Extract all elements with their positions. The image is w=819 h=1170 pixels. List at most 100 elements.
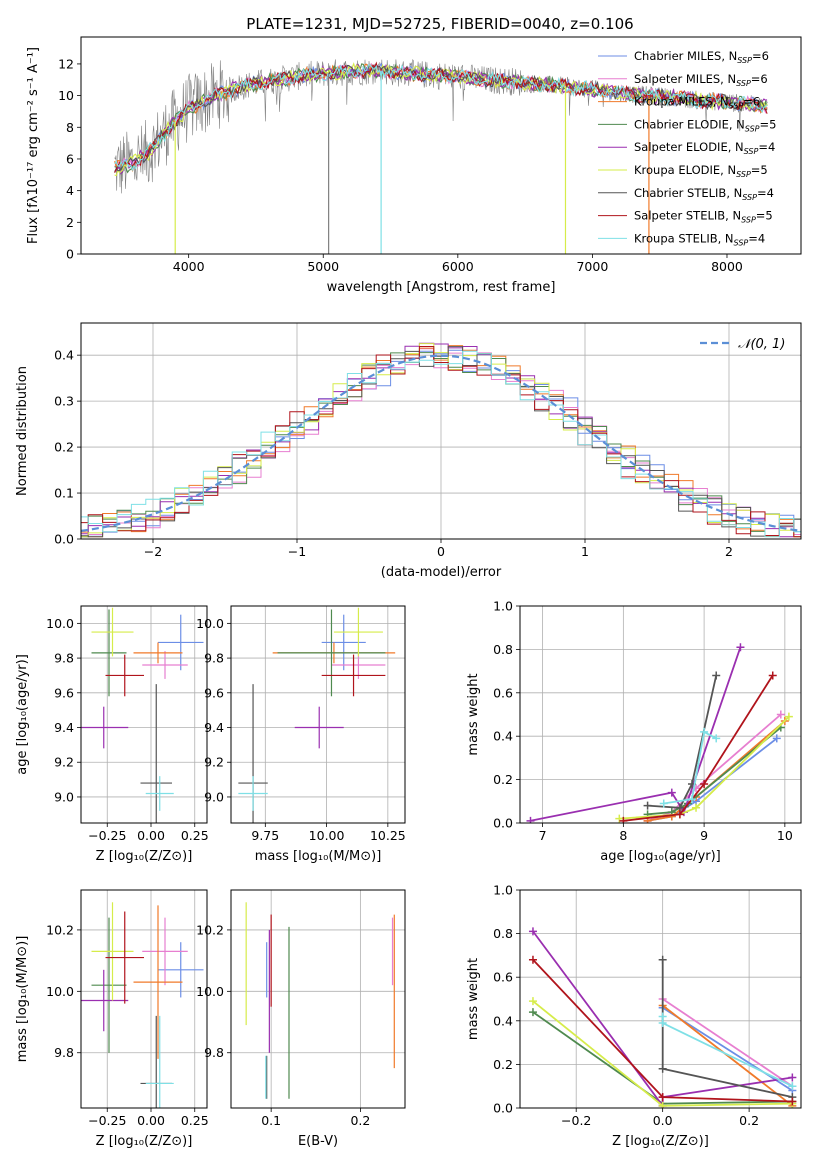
series-line	[532, 930, 793, 1108]
y-tick-label: 0.8	[493, 642, 513, 657]
plus-marker	[528, 1008, 537, 1017]
plus-marker	[528, 927, 537, 936]
plus-marker	[788, 1097, 797, 1106]
series-line	[663, 730, 717, 805]
plus-marker	[615, 814, 624, 823]
errorbar-chabrier-elodie	[277, 609, 386, 697]
errorbar-chabrier-elodie	[91, 917, 127, 1053]
series-salpeter-stelib	[528, 955, 797, 1106]
y-axis-label: age [log₁₀(age/yr)]	[15, 654, 30, 775]
plus-marker	[658, 1018, 667, 1027]
histogram-salpeter-miles	[81, 348, 801, 538]
y-tick-label: 8	[66, 120, 74, 135]
y-tick-label: 0.4	[493, 1013, 513, 1028]
x-axis-label: age [log₁₀(age/yr)]	[600, 849, 721, 864]
plus-marker	[772, 734, 781, 743]
x-tick-label: 8	[619, 828, 627, 843]
y-tick-label: 2	[66, 215, 74, 230]
age_vs_mass-plot-area	[231, 606, 405, 823]
errorbar-chabrier-stelib	[140, 684, 172, 823]
y-tick-label: 0.2	[54, 440, 74, 455]
series-line	[662, 998, 793, 1087]
x-axis-label: E(B-V)	[298, 1134, 338, 1149]
x-tick-label: 2	[725, 544, 733, 559]
plus-marker	[736, 643, 745, 652]
legend-label: Salpeter MILES, NSSP=6	[634, 72, 768, 88]
x-tick-label: 0.2	[739, 1113, 759, 1128]
normal-curve	[81, 354, 801, 532]
y-tick-label: 10.2	[196, 922, 224, 937]
x-tick-label: −2	[144, 544, 162, 559]
plus-marker	[675, 810, 684, 819]
spectrum-legend: Chabrier MILES, NSSP=6 Salpeter MILES, NS…	[598, 49, 776, 247]
plus-marker	[643, 801, 652, 810]
series-line	[619, 716, 790, 820]
x-tick-label: 0	[437, 544, 445, 559]
legend-label: Kroupa ELODIE, NSSP=5	[634, 163, 768, 179]
plus-marker	[700, 727, 709, 736]
y-tick-label: 9.8	[204, 1045, 224, 1060]
y-tick-label: 0.4	[493, 729, 513, 744]
x-tick-label: −1	[288, 544, 306, 559]
errorbar-salpeter-elodie	[81, 969, 129, 1032]
x-tick-label: 9.75	[251, 828, 279, 843]
errorbar-salpeter-miles	[142, 917, 188, 986]
weight_vs_age-panel: 7 8 9 10 0.0 0.2 0.4 0.6 0.8 1.0 age [log₁₀(age/yr…	[466, 599, 802, 864]
mass_vs_Z-plot-area	[81, 890, 207, 1108]
plus-marker	[528, 955, 537, 964]
legend-label: Chabrier MILES, NSSP=6	[634, 49, 769, 65]
x-tick-label: 10	[777, 828, 793, 843]
x-tick-label: 0.2	[350, 1113, 370, 1128]
plus-marker	[776, 710, 785, 719]
series-salpeter-miles	[658, 995, 797, 1091]
x-tick-label: 10.25	[370, 828, 406, 843]
axes-frame	[80, 605, 208, 824]
y-tick-label: 9.8	[54, 1045, 74, 1060]
x-tick-label: 7000	[576, 259, 608, 274]
x-tick-label: 9	[700, 828, 708, 843]
residuals-plot-area	[81, 323, 801, 539]
errorbar-kroupa-stelib	[238, 776, 268, 811]
histogram-kroupa-stelib	[81, 350, 801, 538]
axes-frame	[230, 889, 406, 1109]
x-tick-label: 0.25	[181, 1113, 209, 1128]
errorbar-salpeter-stelib	[105, 654, 144, 697]
y-tick-label: 9.2	[204, 755, 224, 770]
mass_vs_ebv-panel: 0.1 0.2 9.8 10.0 10.2 E(B-V)	[196, 889, 406, 1149]
y-tick-label: 9.8	[204, 651, 224, 666]
y-tick-label: 0.6	[493, 685, 513, 700]
axes-frame	[519, 605, 802, 824]
histogram-chabrier-miles	[81, 349, 801, 538]
axes-frame	[230, 605, 406, 824]
plus-marker	[667, 788, 676, 797]
y-tick-label: 0.3	[54, 394, 74, 409]
legend-label: 𝒩(0, 1)	[738, 337, 785, 352]
plus-marker	[619, 816, 628, 823]
legend-label: Salpeter STELIB, NSSP=5	[634, 209, 773, 225]
y-axis-label: mass [log₁₀(M/M⊙)]	[15, 936, 30, 1063]
y-tick-label: 10.2	[46, 922, 74, 937]
y-tick-label: 9.4	[204, 720, 224, 735]
y-tick-label: 10.0	[196, 984, 224, 999]
errorbar-salpeter-miles	[142, 651, 188, 679]
series-kroupa-stelib	[659, 727, 721, 808]
figure-title: PLATE=1231, MJD=52725, FIBERID=0040, z=0…	[246, 15, 633, 33]
x-tick-label: 0.25	[181, 828, 209, 843]
errorbar-salpeter-elodie	[294, 706, 344, 749]
series-line	[530, 646, 742, 822]
y-axis-label: mass weight	[466, 958, 481, 1040]
x-tick-label: 8000	[711, 259, 743, 274]
y-tick-label: 9.2	[54, 755, 74, 770]
x-tick-label: 0.00	[137, 1113, 165, 1128]
y-tick-label: 0.2	[493, 1057, 513, 1072]
y-tick-label: 10.0	[196, 616, 224, 631]
x-tick-label: 0.1	[261, 1113, 281, 1128]
y-tick-label: 1.0	[493, 883, 513, 898]
x-tick-label: 5000	[307, 259, 339, 274]
spectrum-plot-area	[114, 59, 768, 254]
legend-label: Chabrier ELODIE, NSSP=5	[634, 117, 776, 133]
plus-marker	[528, 997, 537, 1006]
series-line	[662, 1004, 793, 1107]
errorbar-kroupa-elodie	[91, 902, 134, 1001]
